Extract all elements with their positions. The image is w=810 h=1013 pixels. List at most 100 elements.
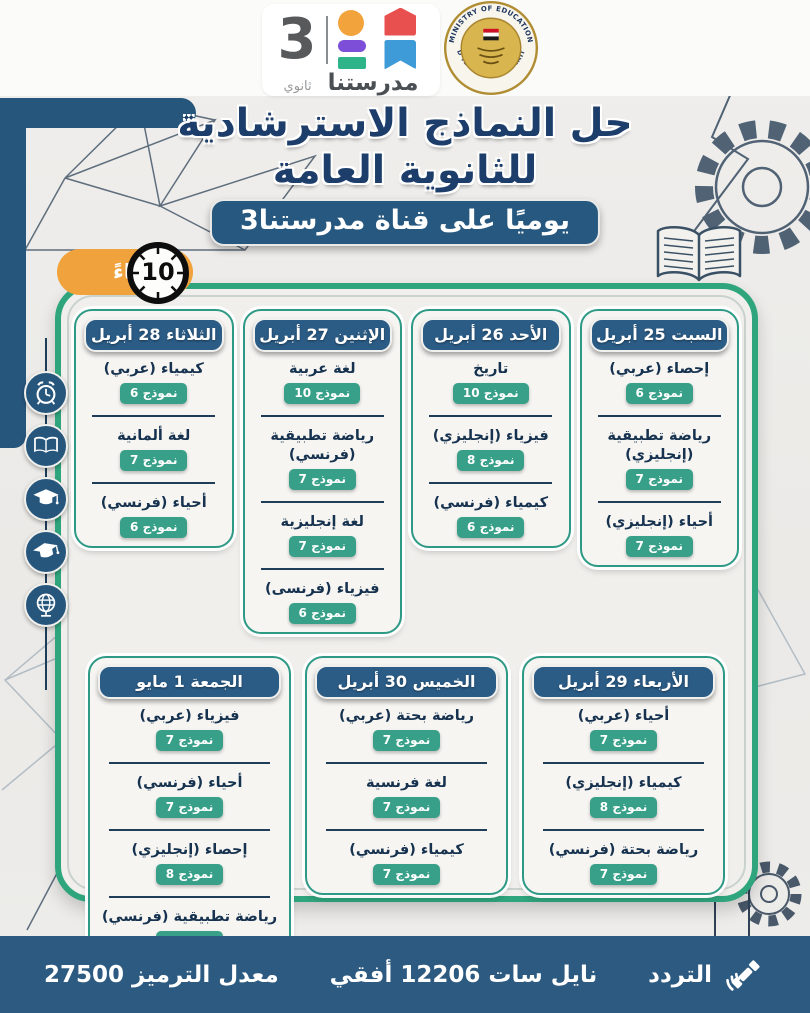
subject-item: رياضة بحتة (عربي) نموذج 7 bbox=[315, 707, 498, 764]
subject-item: أحياء (فرنسي) نموذج 7 bbox=[98, 774, 281, 831]
day-card: الثلاثاء 28 أبريل كيمياء (عربي) نموذج 6 … bbox=[74, 309, 234, 548]
channel-number: 3 bbox=[277, 6, 317, 72]
model-badge: نموذج 7 bbox=[625, 469, 693, 490]
channel-name: مدرستنا bbox=[327, 70, 419, 96]
model-badge: نموذج 8 bbox=[155, 864, 224, 885]
subject-item: كيمياء (إنجليزي) نموذج 8 bbox=[532, 774, 715, 831]
model-badge: نموذج 7 bbox=[589, 864, 658, 885]
divider bbox=[748, 878, 750, 938]
model-badge: نموذج 6 bbox=[288, 603, 356, 624]
subject-item: تاريخ نموذج 10 bbox=[421, 360, 561, 417]
model-badge: نموذج 7 bbox=[372, 864, 441, 885]
subject-item: كيمياء (عربي) نموذج 6 bbox=[84, 360, 224, 417]
day-card: الخميس 30 أبريل رياضة بحتة (عربي) نموذج … bbox=[305, 656, 508, 895]
model-badge: نموذج 7 bbox=[589, 730, 658, 751]
subject-name: تاريخ bbox=[473, 361, 509, 377]
day-header: الإثنين 27 أبريل bbox=[252, 318, 392, 352]
model-badge: نموذج 7 bbox=[155, 797, 224, 818]
model-badge: نموذج 7 bbox=[288, 536, 356, 557]
subject-item: لغة فرنسية نموذج 7 bbox=[315, 774, 498, 831]
channel-level: ثانوي bbox=[283, 79, 312, 94]
bar-shape bbox=[338, 56, 367, 69]
subject-name: كيمياء (عربي) bbox=[103, 361, 204, 377]
house-shape bbox=[384, 7, 417, 36]
circle-shape bbox=[338, 9, 365, 36]
subject-item: أحياء (عربي) نموذج 7 bbox=[532, 707, 715, 764]
subject-name: كيمياء (فرنسي) bbox=[433, 495, 549, 511]
subject-name: أحياء (فرنسي) bbox=[100, 495, 207, 511]
channel-logo-mark bbox=[338, 7, 424, 70]
day-card: الإثنين 27 أبريل لغة عربية نموذج 10 رياض… bbox=[242, 309, 402, 634]
frequency-label-group: التردد bbox=[648, 954, 766, 996]
subject-list: رياضة بحتة (عربي) نموذج 7 لغة فرنسية نمو… bbox=[307, 703, 506, 885]
frequency-label: التردد bbox=[648, 961, 712, 988]
model-badge: نموذج 7 bbox=[120, 450, 188, 471]
channel-logo: 3 ثانوي مدرستنا bbox=[262, 4, 440, 96]
subject-name: رياضة بحتة (عربي) bbox=[338, 708, 475, 724]
subject-item: رياضة تطبيقية (إنجليزي) نموذج 7 bbox=[590, 427, 730, 503]
subject-item: لغة إنجليزية نموذج 7 bbox=[253, 513, 393, 570]
subject-item: رياضة تطبيقية (فرنسي) نموذج 7 bbox=[253, 427, 393, 503]
satellite-icon bbox=[726, 959, 760, 991]
subject-item: لغة عربية نموذج 10 bbox=[253, 360, 393, 417]
model-badge: نموذج 6 bbox=[120, 383, 188, 404]
day-header: الثلاثاء 28 أبريل bbox=[84, 318, 224, 352]
ministry-seal: MINISTRY OF EDUCATION AND TECHNICAL EDUC… bbox=[440, 0, 539, 96]
subject-list: كيمياء (عربي) نموذج 6 لغة ألمانية نموذج … bbox=[76, 356, 232, 538]
subject-name: لغة إنجليزية bbox=[280, 514, 364, 530]
model-badge: نموذج 7 bbox=[372, 797, 441, 818]
subject-name: لغة عربية bbox=[288, 361, 356, 377]
day-card: الأحد 26 أبريل تاريخ نموذج 10 فيزياء (إن… bbox=[411, 309, 571, 548]
subject-item: أحياء (إنجليزي) نموذج 7 bbox=[590, 513, 730, 557]
schedule-row-1: السبت 25 أبريل إحصاء (عربي) نموذج 6 رياض… bbox=[74, 309, 739, 634]
subject-item: إحصاء (إنجليزي) نموذج 8 bbox=[98, 841, 281, 898]
subject-name: رياضة بحتة (فرنسي) bbox=[548, 842, 699, 858]
subject-item: أحياء (فرنسي) نموذج 6 bbox=[84, 494, 224, 538]
open-book-icon bbox=[24, 424, 68, 468]
subject-name: إحصاء (عربي) bbox=[609, 361, 710, 377]
day-card: الجمعة 1 مايو فيزياء (عربي) نموذج 7 أحيا… bbox=[88, 656, 291, 962]
day-card: الأربعاء 29 أبريل أحياء (عربي) نموذج 7 ك… bbox=[522, 656, 725, 895]
channel-banner: يوميًا على قناة مدرستنا3 bbox=[209, 199, 601, 246]
corner-bracket bbox=[0, 98, 26, 448]
wireframe-doodle bbox=[1, 622, 73, 791]
graduation-cap-icon bbox=[24, 530, 68, 574]
subject-list: تاريخ نموذج 10 فيزياء (إنجليزي) نموذج 8 … bbox=[413, 356, 569, 538]
day-header: السبت 25 أبريل bbox=[589, 318, 729, 352]
subject-name: فيزياء (إنجليزي) bbox=[432, 428, 549, 444]
subject-name: لغة ألمانية bbox=[117, 428, 191, 444]
subject-name: أحياء (إنجليزي) bbox=[605, 514, 713, 530]
day-header: الجمعة 1 مايو bbox=[98, 665, 281, 699]
model-badge: نموذج 10 bbox=[284, 383, 361, 404]
subject-name: أحياء (عربي) bbox=[577, 708, 670, 724]
subject-name: لغة فرنسية bbox=[366, 775, 447, 791]
day-card: السبت 25 أبريل إحصاء (عربي) نموذج 6 رياض… bbox=[579, 309, 739, 567]
subject-name: أحياء (فرنسي) bbox=[136, 775, 243, 791]
open-book-icon bbox=[656, 226, 742, 282]
title-line-1: حل النماذج الاسترشادية bbox=[177, 101, 633, 146]
subject-name: إحصاء (إنجليزي) bbox=[131, 842, 248, 858]
clock-icon: 10 bbox=[126, 241, 190, 305]
schedule-row-2: الأربعاء 29 أبريل أحياء (عربي) نموذج 7 ك… bbox=[88, 656, 725, 962]
model-badge: نموذج 6 bbox=[457, 517, 525, 538]
subject-item: كيمياء (فرنسي) نموذج 6 bbox=[421, 494, 561, 538]
subject-name: رياضة تطبيقية (فرنسي) bbox=[270, 428, 375, 463]
corner-bracket bbox=[0, 98, 196, 128]
model-badge: نموذج 10 bbox=[452, 383, 529, 404]
divider bbox=[714, 878, 716, 938]
subject-name: رياضة تطبيقية (فرنسي) bbox=[101, 909, 278, 925]
day-header: الأحد 26 أبريل bbox=[421, 318, 561, 352]
model-badge: نموذج 8 bbox=[589, 797, 658, 818]
frequency-bar: التردد نايل سات 12206 أفقي معدل الترميز … bbox=[0, 936, 810, 1013]
model-badge: نموذج 6 bbox=[120, 517, 188, 538]
divider bbox=[326, 15, 329, 64]
subject-list: إحصاء (عربي) نموذج 6 رياضة تطبيقية (إنجل… bbox=[582, 356, 738, 557]
symbol-rate: معدل الترميز 27500 bbox=[44, 961, 279, 988]
model-badge: نموذج 8 bbox=[457, 450, 525, 471]
schedule-container: السبت 25 أبريل إحصاء (عربي) نموذج 6 رياض… bbox=[55, 283, 758, 962]
subject-item: لغة ألمانية نموذج 7 bbox=[84, 427, 224, 484]
bar-shape bbox=[338, 39, 367, 52]
subject-list: فيزياء (عربي) نموذج 7 أحياء (فرنسي) نموذ… bbox=[90, 703, 289, 952]
title-line-2: للثانوية العامة bbox=[272, 148, 538, 193]
